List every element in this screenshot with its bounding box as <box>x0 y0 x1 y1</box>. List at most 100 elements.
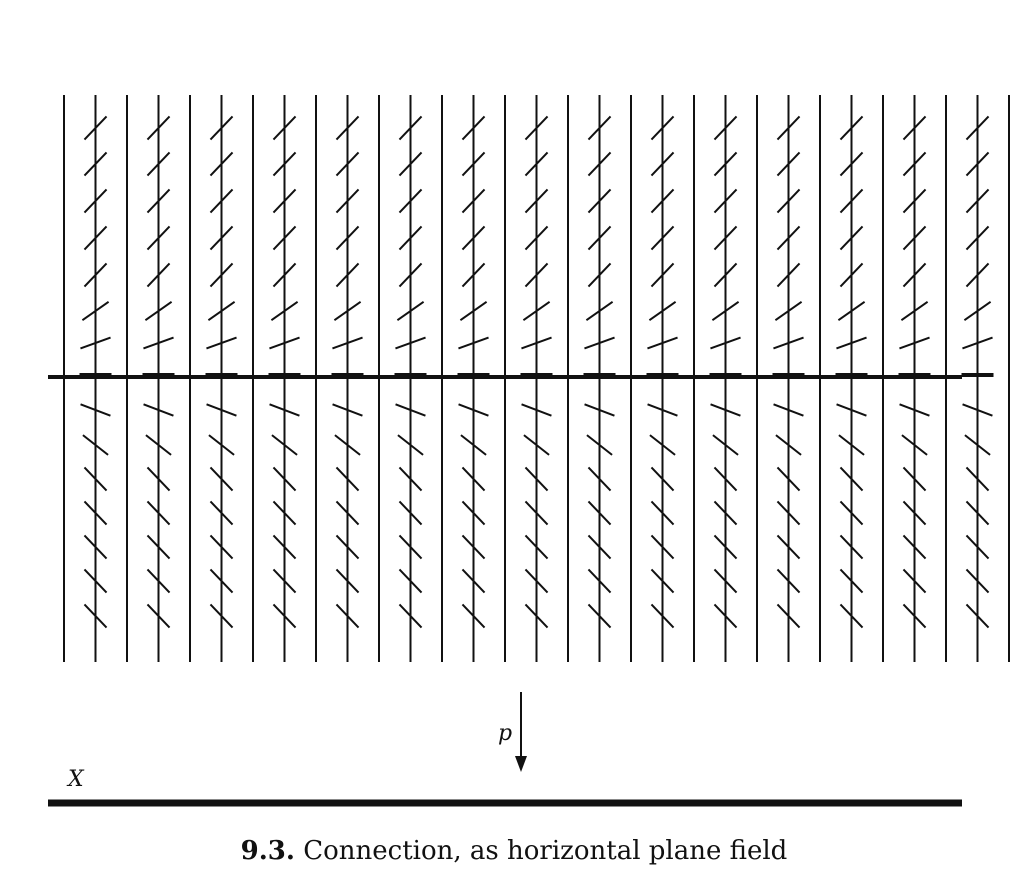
plane-tick <box>587 568 612 594</box>
plane-tick <box>83 115 108 141</box>
plane-tick <box>461 603 486 629</box>
plane-tick <box>272 500 297 526</box>
plane-tick <box>965 568 990 594</box>
plane-tick <box>398 188 423 214</box>
plane-tick <box>146 188 171 214</box>
plane-tick <box>965 115 990 141</box>
plane-tick <box>839 500 864 526</box>
plane-tick <box>713 603 738 629</box>
plane-tick <box>775 434 802 456</box>
plane-tick <box>272 603 297 629</box>
plane-tick <box>272 466 297 492</box>
plane-tick <box>899 403 930 417</box>
plane-tick <box>965 262 990 288</box>
plane-tick <box>206 403 237 417</box>
plane-tick <box>902 568 927 594</box>
plane-tick <box>335 568 360 594</box>
plane-tick <box>650 466 675 492</box>
plane-tick <box>963 300 992 322</box>
plane-tick <box>776 115 801 141</box>
plane-tick <box>587 466 612 492</box>
plane-tick <box>209 225 234 251</box>
plane-tick <box>146 151 171 177</box>
plane-tick <box>333 300 362 322</box>
plane-tick <box>524 466 549 492</box>
plane-tick <box>965 603 990 629</box>
plane-tick <box>587 188 612 214</box>
plane-tick <box>650 603 675 629</box>
plane-tick <box>776 466 801 492</box>
plane-tick <box>965 151 990 177</box>
plane-tick <box>965 534 990 560</box>
plane-tick <box>146 115 171 141</box>
plane-tick <box>713 188 738 214</box>
plane-tick <box>650 568 675 594</box>
plane-tick <box>965 225 990 251</box>
plane-tick <box>208 434 235 456</box>
plane-tick <box>272 225 297 251</box>
plane-tick <box>712 434 739 456</box>
plane-tick <box>524 534 549 560</box>
plane-tick <box>899 336 930 350</box>
plane-tick <box>902 466 927 492</box>
plane-tick <box>461 466 486 492</box>
plane-tick <box>587 534 612 560</box>
plane-tick <box>461 188 486 214</box>
plane-tick <box>271 434 298 456</box>
plane-tick <box>83 151 108 177</box>
plane-tick <box>839 466 864 492</box>
plane-tick <box>710 403 741 417</box>
plane-tick <box>524 151 549 177</box>
plane-tick <box>965 466 990 492</box>
plane-tick <box>647 336 678 350</box>
plane-tick <box>334 434 361 456</box>
plane-tick <box>209 568 234 594</box>
plane-tick <box>209 115 234 141</box>
plane-tick <box>584 336 615 350</box>
plane-tick <box>587 225 612 251</box>
plane-tick <box>901 434 928 456</box>
plane-tick <box>773 403 804 417</box>
plane-tick <box>146 262 171 288</box>
plane-tick <box>585 300 614 322</box>
plane-tick <box>836 336 867 350</box>
plane-tick <box>773 336 804 350</box>
plane-tick <box>900 300 929 322</box>
plane-tick <box>713 262 738 288</box>
plane-tick <box>902 151 927 177</box>
plane-tick <box>398 568 423 594</box>
plane-tick <box>774 300 803 322</box>
plane-tick <box>521 336 552 350</box>
plane-tick <box>83 188 108 214</box>
plane-tick <box>145 434 172 456</box>
plane-tick <box>713 500 738 526</box>
plane-tick <box>459 300 488 322</box>
plane-tick <box>146 225 171 251</box>
plane-tick <box>839 603 864 629</box>
plane-tick <box>398 225 423 251</box>
plane-tick <box>647 403 678 417</box>
caption-number: 9.3. <box>240 836 295 866</box>
plane-tick <box>335 262 360 288</box>
horizontal-plane-field <box>79 115 994 629</box>
plane-tick <box>587 151 612 177</box>
plane-tick <box>272 115 297 141</box>
plane-tick <box>83 466 108 492</box>
plane-tick <box>776 188 801 214</box>
plane-tick <box>902 500 927 526</box>
plane-tick <box>395 336 426 350</box>
plane-tick <box>335 225 360 251</box>
plane-tick <box>524 188 549 214</box>
plane-tick <box>524 568 549 594</box>
plane-tick <box>335 534 360 560</box>
plane-tick <box>586 434 613 456</box>
caption-text: Connection, as horizontal plane field <box>303 836 788 866</box>
plane-tick <box>839 534 864 560</box>
plane-tick <box>458 336 489 350</box>
plane-tick <box>839 188 864 214</box>
plane-tick <box>710 336 741 350</box>
plane-tick <box>398 151 423 177</box>
plane-tick <box>146 534 171 560</box>
plane-tick <box>272 151 297 177</box>
plane-tick <box>206 336 237 350</box>
